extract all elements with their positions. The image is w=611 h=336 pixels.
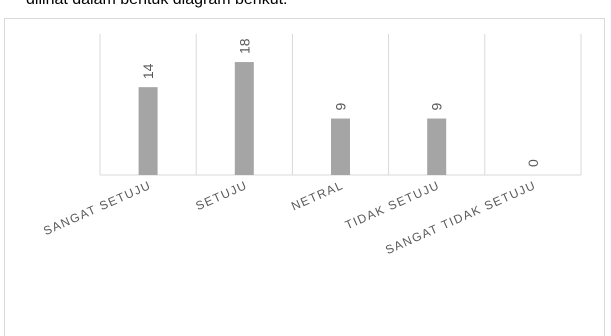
data-label: 0 [525, 159, 541, 167]
data-label: 9 [429, 103, 445, 111]
data-label: 18 [236, 38, 252, 54]
tick-label: SETUJU [194, 178, 250, 213]
data-label: 9 [333, 103, 349, 111]
tick-label: SANGAT TIDAK SETUJU [383, 178, 538, 257]
tick-label: NETRAL [289, 178, 346, 213]
tick-label: SANGAT SETUJU [41, 178, 153, 238]
bar [138, 87, 158, 175]
bar [331, 118, 350, 175]
data-label: 14 [140, 63, 156, 79]
chart-frame [4, 18, 605, 336]
intro-text: dilihat dalam bentuk diagram berikut: [26, 0, 287, 9]
bar [234, 62, 254, 175]
bar [427, 118, 447, 175]
